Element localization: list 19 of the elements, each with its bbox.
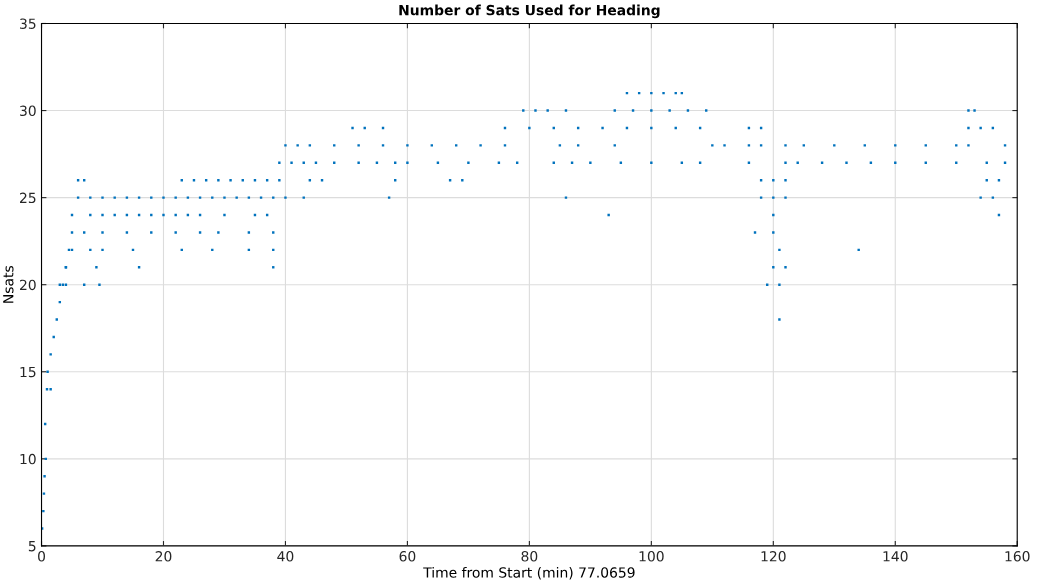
x-axis-title: Time from Start (min) 77.0659 [423, 566, 635, 580]
y-tick-label: 25 [20, 192, 36, 204]
x-tick-label: 80 [521, 551, 538, 562]
y-tick-label: 35 [20, 18, 36, 29]
x-tick-label: 160 [1005, 551, 1030, 562]
x-tick-label: 40 [277, 551, 294, 562]
y-tick-label: 15 [20, 366, 36, 378]
x-tick-label: 0 [38, 551, 46, 562]
chart-title: Number of Sats Used for Heading [399, 4, 660, 19]
x-tick-label: 120 [761, 551, 786, 562]
x-tick-label: 100 [639, 551, 664, 562]
x-tick-label: 20 [155, 551, 172, 562]
y-tick-label: 30 [20, 105, 36, 117]
y-tick-label: 10 [20, 453, 36, 465]
y-axis-title: Nsats [3, 265, 14, 303]
x-tick-label: 60 [399, 551, 416, 562]
y-tick-label: 5 [28, 541, 36, 552]
y-tick-label: 20 [20, 279, 36, 291]
x-tick-label: 140 [883, 551, 908, 562]
